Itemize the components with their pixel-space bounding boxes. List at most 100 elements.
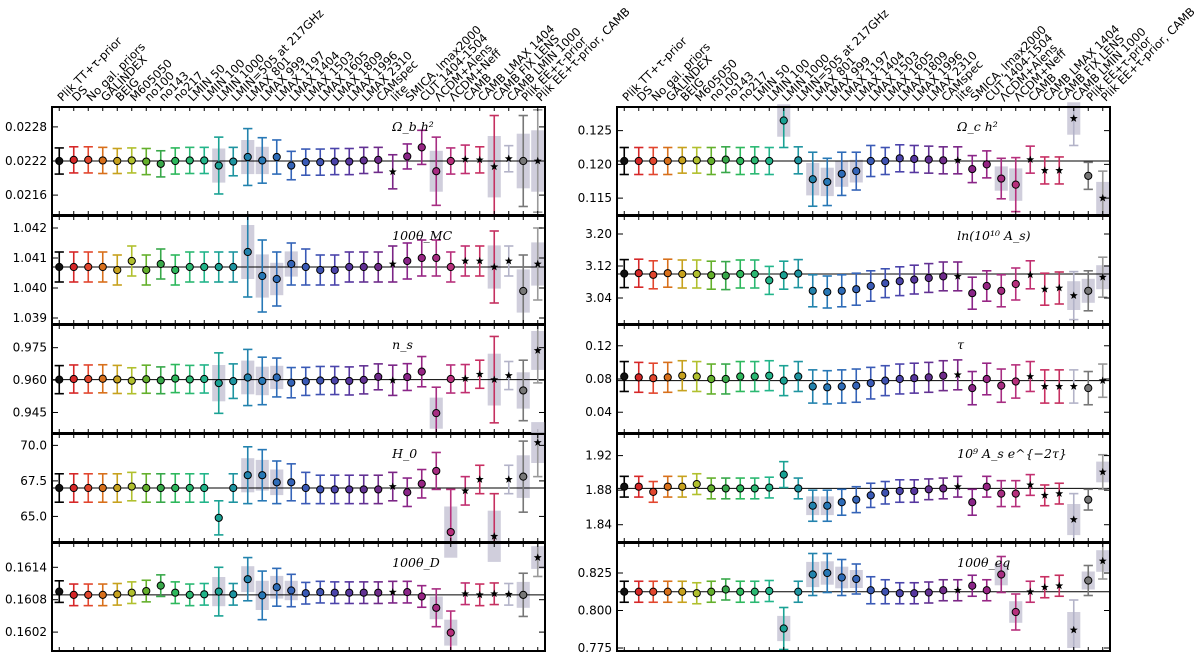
data-point-star: [388, 167, 397, 176]
data-point: [287, 586, 296, 595]
data-point: [1084, 171, 1093, 180]
data-point: [316, 376, 325, 385]
data-point-star: [1055, 382, 1064, 390]
data-point: [374, 155, 383, 164]
data-point: [243, 471, 252, 480]
data-point: [84, 483, 93, 493]
data-point: [663, 482, 672, 491]
data-point: [287, 161, 296, 170]
data-point: [837, 498, 846, 507]
data-point: [417, 143, 426, 152]
y-tick-label: 0.775: [578, 641, 612, 655]
data-point: [895, 486, 904, 496]
data-point: [69, 262, 78, 272]
data-point-star: [388, 587, 397, 596]
data-point-star: [1055, 283, 1064, 292]
data-point-star: [1069, 382, 1078, 390]
data-point: [98, 374, 107, 383]
data-point: [185, 156, 194, 165]
data-point-star: [461, 256, 470, 265]
parameter-label: ln(10¹⁰ A_s): [957, 228, 1031, 243]
data-point: [939, 484, 948, 493]
data-point: [779, 271, 788, 280]
data-point: [113, 265, 122, 275]
y-tick-label: 0.12: [585, 339, 612, 353]
data-point: [272, 373, 281, 382]
data-point: [301, 158, 310, 167]
data-point-star: [504, 475, 513, 483]
data-point: [98, 262, 107, 272]
data-point: [881, 156, 890, 166]
data-point: [316, 158, 325, 167]
data-point: [765, 371, 774, 380]
data-point: [403, 152, 412, 161]
data-point: [1084, 286, 1093, 295]
data-point-star: [490, 162, 499, 171]
panel-frame: [616, 215, 1111, 325]
data-point: [69, 483, 78, 493]
data-point-star: [533, 259, 542, 268]
data-point: [127, 588, 136, 597]
y-tick-label: 1.88: [585, 483, 612, 497]
data-point: [156, 259, 165, 269]
data-point-star: [1040, 491, 1049, 499]
data-point: [910, 486, 919, 496]
data-point: [432, 409, 441, 418]
data-point: [301, 589, 310, 598]
data-point: [113, 483, 122, 493]
data-point: [837, 286, 846, 295]
data-point: [316, 588, 325, 597]
data-point-star: [1026, 480, 1035, 489]
data-point: [794, 269, 803, 278]
data-point-star: [475, 155, 484, 164]
data-point: [678, 482, 687, 491]
data-point: [649, 374, 658, 383]
data-point: [620, 269, 629, 278]
data-point-star: [461, 155, 470, 163]
panel-0-1: 1.039 1.040 1.041 1.042 100θ_MC: [13, 215, 546, 325]
data-point: [345, 485, 354, 494]
data-point: [359, 156, 368, 165]
data-point: [258, 156, 267, 165]
data-point: [678, 269, 687, 279]
data-point: [852, 495, 861, 504]
data-point: [721, 585, 730, 594]
panel-1-1: 3.04 3.12 3.20 ln(10¹⁰ A_s): [585, 215, 1111, 325]
data-point: [374, 372, 383, 381]
data-point: [808, 570, 817, 579]
data-point: [794, 156, 803, 165]
data-point: [620, 482, 629, 491]
data-point-star: [461, 589, 470, 598]
data-point-star: [388, 259, 397, 268]
data-point: [808, 382, 817, 391]
data-point: [345, 262, 354, 272]
data-point: [258, 591, 267, 600]
data-point: [721, 155, 730, 164]
data-point: [794, 372, 803, 381]
data-point-star: [953, 370, 962, 379]
data-point: [997, 489, 1006, 498]
data-point: [316, 265, 325, 275]
data-point: [866, 281, 875, 291]
data-point: [736, 484, 745, 493]
data-point: [229, 483, 238, 493]
data-point: [55, 587, 64, 596]
data-point: [156, 581, 165, 590]
data-point: [663, 373, 672, 382]
data-point: [84, 262, 93, 272]
data-point-star: [1098, 273, 1107, 281]
data-point-star: [533, 156, 542, 165]
data-point: [663, 269, 672, 278]
data-point: [432, 253, 441, 263]
data-point: [519, 156, 528, 166]
data-point: [750, 587, 759, 596]
data-point: [736, 372, 745, 381]
data-point: [750, 156, 759, 165]
data-point: [866, 491, 875, 500]
data-point: [243, 575, 252, 584]
data-point: [852, 167, 861, 176]
data-point: [142, 265, 151, 275]
data-point: [446, 262, 455, 272]
data-point: [823, 287, 832, 297]
